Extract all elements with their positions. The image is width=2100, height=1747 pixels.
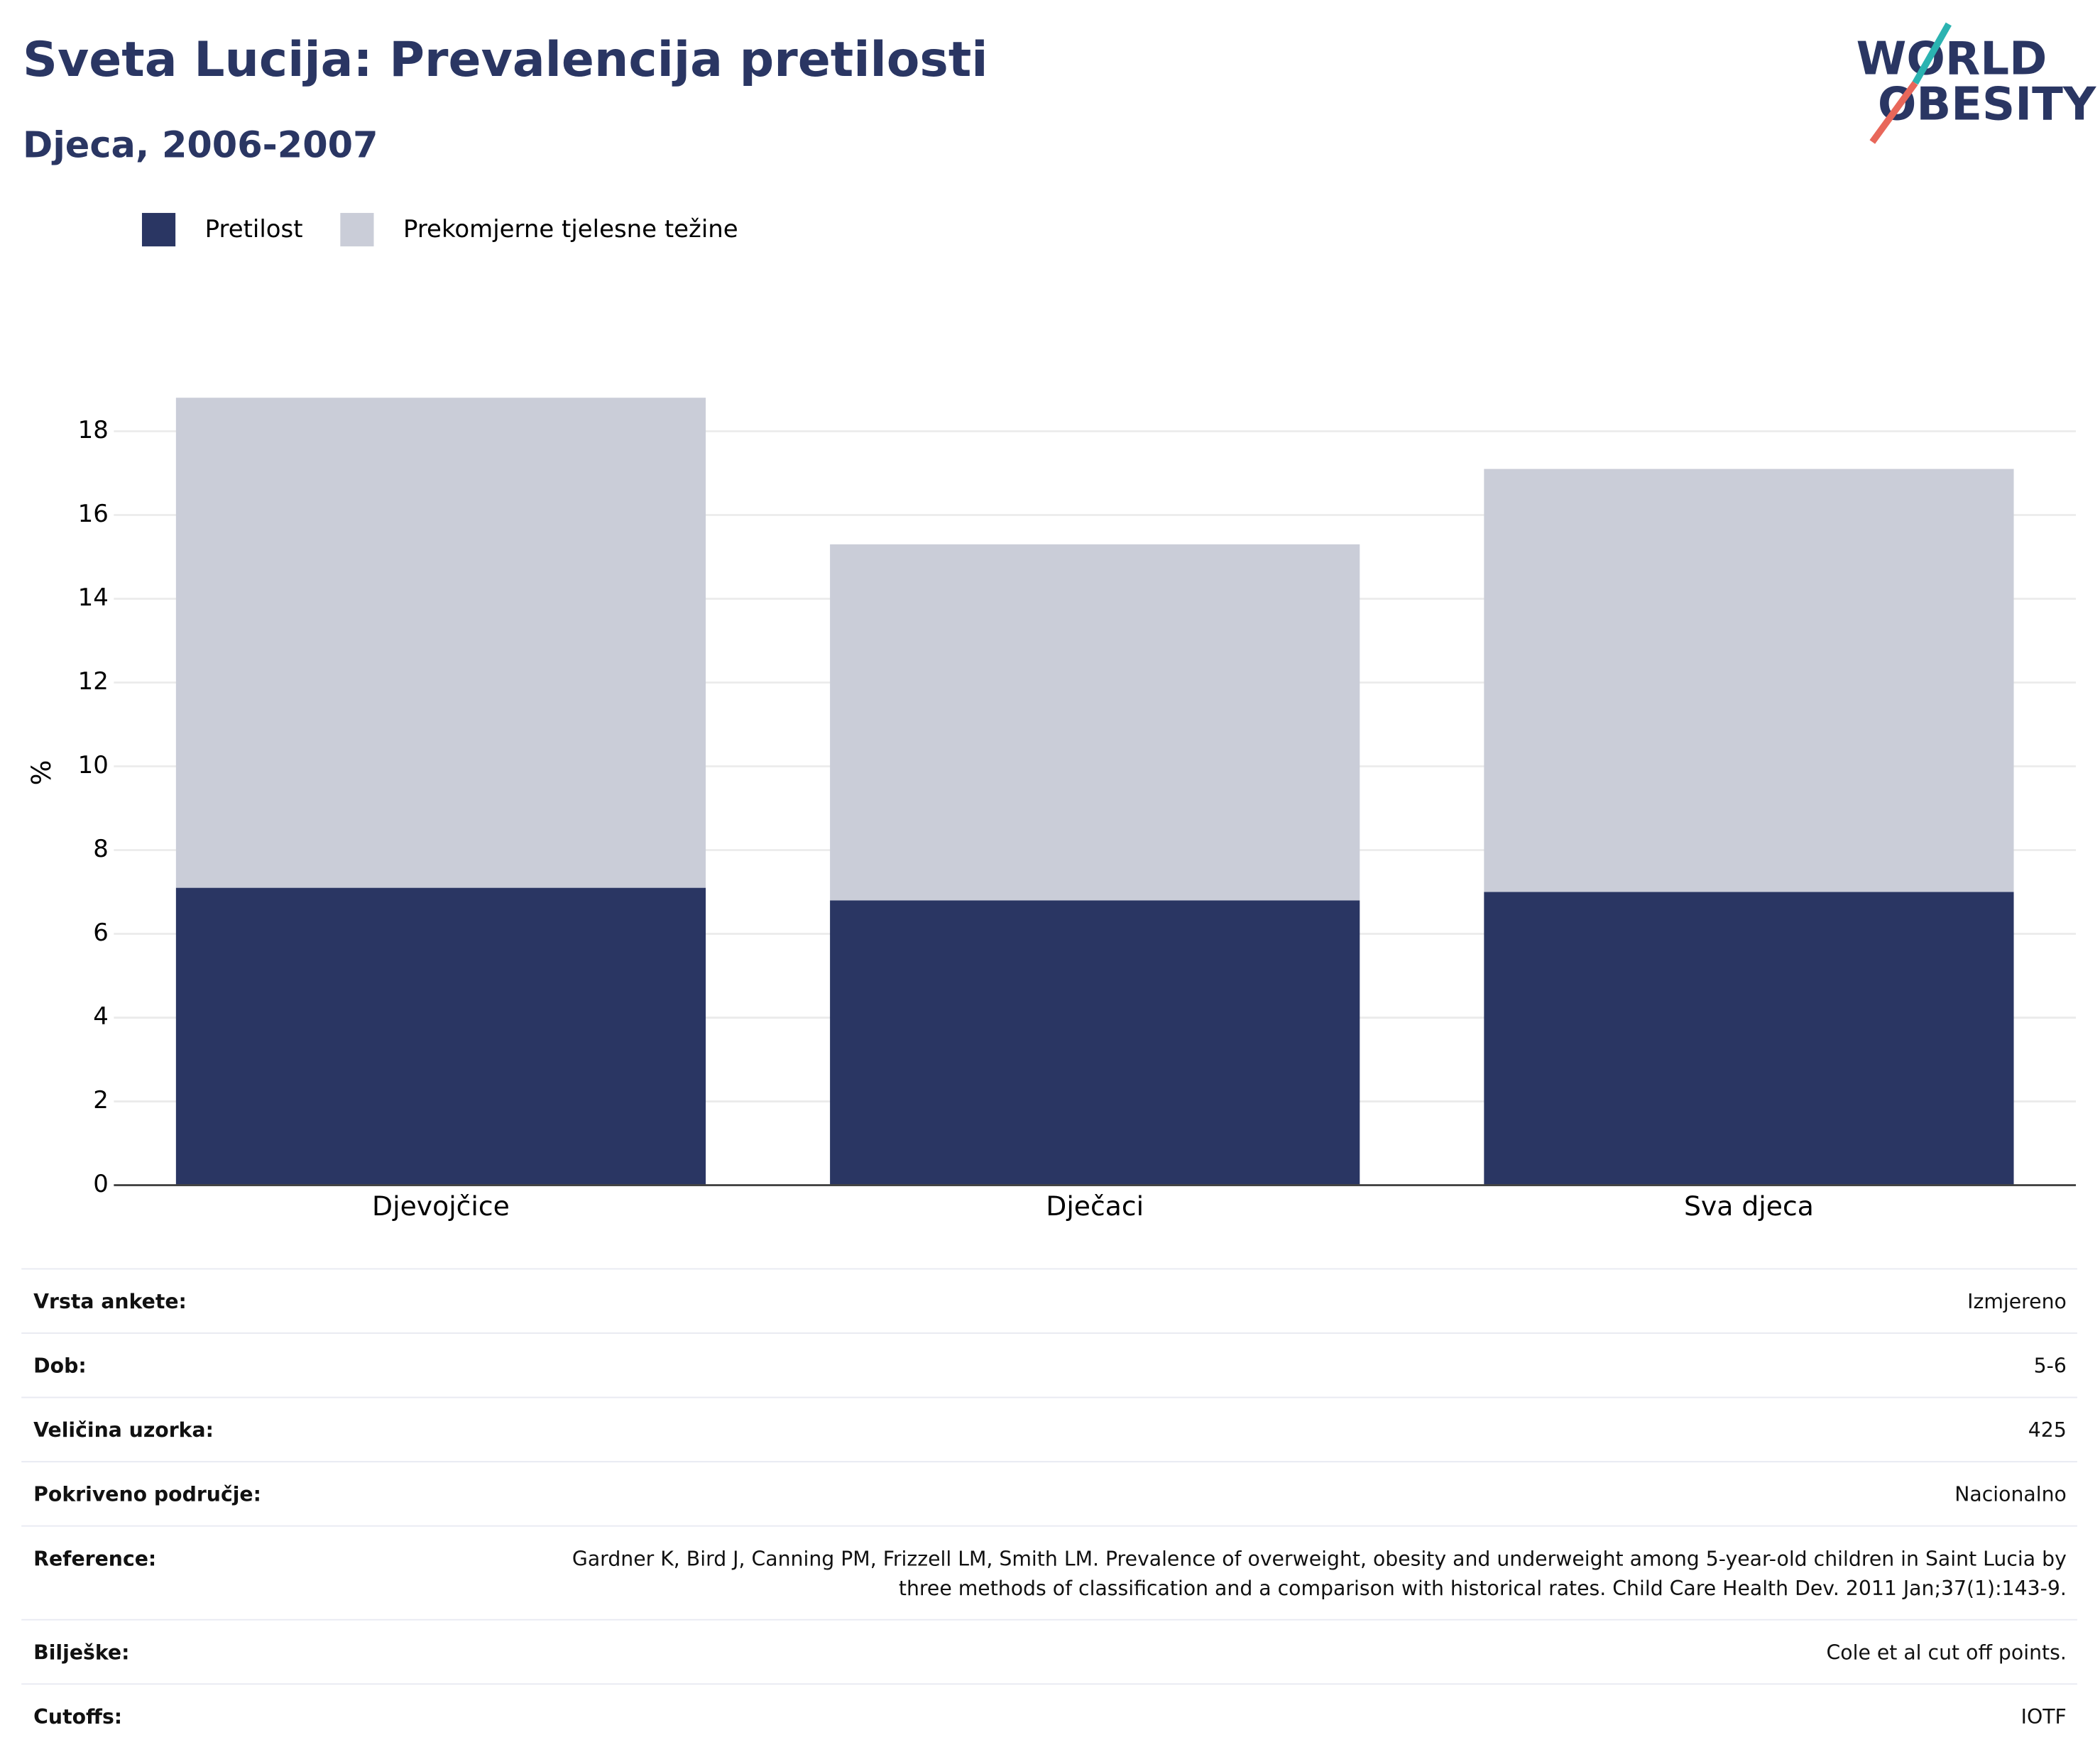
row-label: Vrsta ankete: (33, 1289, 187, 1314)
y-tick-label: 16 (78, 500, 109, 528)
bar-segment (830, 900, 1360, 1185)
row-value: Cole et al cut off points. (1826, 1640, 2067, 1665)
table-row: Bilješke: Cole et al cut off points. (21, 1621, 2077, 1685)
y-tick-label: 14 (78, 584, 109, 612)
y-tick-label: 10 (78, 751, 109, 779)
row-label: Veličina uzorka: (33, 1418, 214, 1442)
row-value: 425 (2028, 1418, 2067, 1442)
logo-text: WORLD (1856, 32, 2047, 85)
bar-segment (1484, 892, 2014, 1185)
table-row: Cutoffs: IOTF (21, 1685, 2077, 1747)
legend-swatch (141, 212, 176, 247)
row-value: Nacionalno (1954, 1482, 2067, 1507)
row-label: Dob: (33, 1354, 87, 1379)
bar-segment (175, 398, 706, 888)
table-row: Vrsta ankete: Izmjereno (21, 1269, 2077, 1334)
row-value: Izmjereno (1967, 1289, 2067, 1314)
subtitle: Djeca, 2006-2007 (23, 125, 378, 167)
row-label: Cutoffs: (33, 1704, 123, 1729)
y-tick-label: 4 (93, 1002, 109, 1031)
y-tick-label: 12 (78, 667, 109, 696)
table-row: Pokriveno područje: Nacionalno (21, 1462, 2077, 1527)
info-table: Vrsta ankete: Izmjereno Dob: 5-6 Veličina uz… (21, 1268, 2077, 1747)
y-tick-label: 18 (78, 416, 109, 444)
logo-slash (1912, 22, 1952, 85)
row-value: 5-6 (2033, 1354, 2067, 1379)
row-label: Reference: (33, 1546, 157, 1571)
y-tick-label: 2 (93, 1086, 109, 1115)
table-row: Dob: 5-6 (21, 1334, 2077, 1398)
row-label: Pokriveno područje: (33, 1482, 261, 1507)
legend-label: Pretilost (205, 215, 303, 243)
legend-swatch (340, 212, 374, 247)
x-tick-label: Dječaci (1046, 1190, 1144, 1222)
table-row: Reference: Gardner K, Bird J, Canning PM,… (21, 1527, 2077, 1621)
y-tick-label: 0 (93, 1170, 109, 1198)
table-row: Veličina uzorka: 425 (21, 1398, 2077, 1463)
row-value: IOTF (2020, 1704, 2067, 1729)
y-tick-label: 6 (93, 919, 109, 947)
row-value: Gardner K, Bird J, Canning PM, Frizzell … (572, 1546, 2067, 1601)
bar-segment (175, 887, 706, 1185)
chart: Sveta Lucija: Prevalencija pretilosti Dj… (23, 22, 2097, 1222)
y-axis-label: % (26, 760, 57, 786)
bar-segment (1484, 469, 2014, 892)
title: Sveta Lucija: Prevalencija pretilosti (23, 32, 988, 88)
x-tick-label: Sva djeca (1684, 1190, 1814, 1222)
bar-segment (830, 544, 1360, 901)
logo-slash (1869, 81, 1918, 144)
x-tick-label: Djevojčice (372, 1190, 510, 1222)
y-tick-label: 8 (93, 835, 109, 863)
row-label: Bilješke: (33, 1640, 130, 1665)
legend-label: Prekomjerne tjelesne težine (403, 215, 738, 243)
